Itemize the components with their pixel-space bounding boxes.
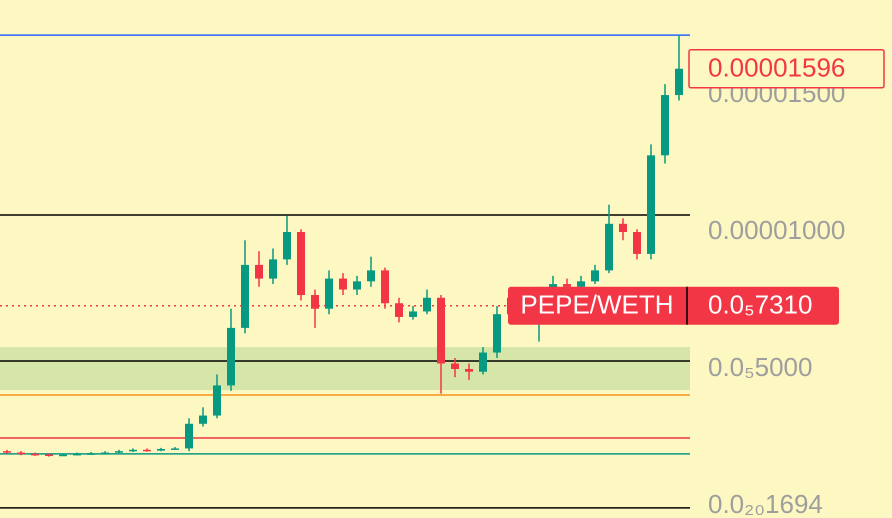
current-price-label: 0.0₅7310 — [708, 290, 812, 320]
price-tag: PEPE/WETH 0.0₅7310 — [508, 286, 839, 325]
candle-body — [647, 155, 655, 254]
candle-body — [563, 284, 571, 287]
candle-body — [437, 297, 445, 364]
candle-body — [633, 232, 641, 254]
candle-body — [675, 68, 683, 96]
candle-body — [339, 278, 347, 290]
candle-body — [465, 368, 473, 372]
candle-body — [87, 453, 95, 455]
candle-body — [255, 264, 263, 279]
candle-body — [3, 451, 11, 453]
candle-body — [17, 452, 25, 455]
candle-body — [353, 281, 361, 290]
candle-body — [493, 314, 501, 353]
candle-body — [241, 264, 249, 328]
y-tick-label: 0.0₅5000 — [708, 352, 812, 382]
candle-body — [367, 270, 375, 282]
candle-body — [325, 278, 333, 309]
candle-body — [311, 295, 319, 309]
symbol-label: PEPE/WETH — [520, 290, 673, 320]
candle-body — [213, 385, 221, 416]
zone — [0, 347, 690, 391]
candle-body — [73, 453, 81, 456]
candle-body — [577, 281, 585, 287]
candle-body — [297, 232, 305, 296]
candle-body — [45, 454, 53, 456]
last-price-box — [688, 49, 885, 89]
candle-body — [283, 232, 291, 260]
candle-body — [199, 415, 207, 424]
y-tick-label: 0.00001000 — [708, 215, 845, 245]
candle-body — [101, 452, 109, 455]
candle-body — [59, 454, 67, 457]
price-tag-box — [508, 286, 839, 325]
candle-body — [409, 311, 417, 317]
candle-body — [185, 423, 193, 449]
y-tick-label: 0.0₂₀1694 — [708, 489, 823, 518]
candle-body — [227, 327, 235, 386]
candle-body — [395, 303, 403, 317]
candle-body — [423, 297, 431, 312]
candle-body — [451, 363, 459, 369]
candle-body — [661, 95, 669, 156]
candle-body — [157, 448, 165, 451]
candle-body — [605, 223, 613, 271]
candle-body — [115, 451, 123, 453]
candle-body — [619, 223, 627, 233]
last-price-label: 0.00001596 — [708, 53, 845, 83]
candle-body — [31, 453, 39, 456]
candle-body — [143, 449, 151, 452]
candle-body — [479, 352, 487, 372]
candle-body — [381, 270, 389, 304]
candle-body — [171, 448, 179, 450]
candle-body — [591, 270, 599, 282]
candle-body — [269, 259, 277, 279]
candle-body — [129, 449, 137, 452]
